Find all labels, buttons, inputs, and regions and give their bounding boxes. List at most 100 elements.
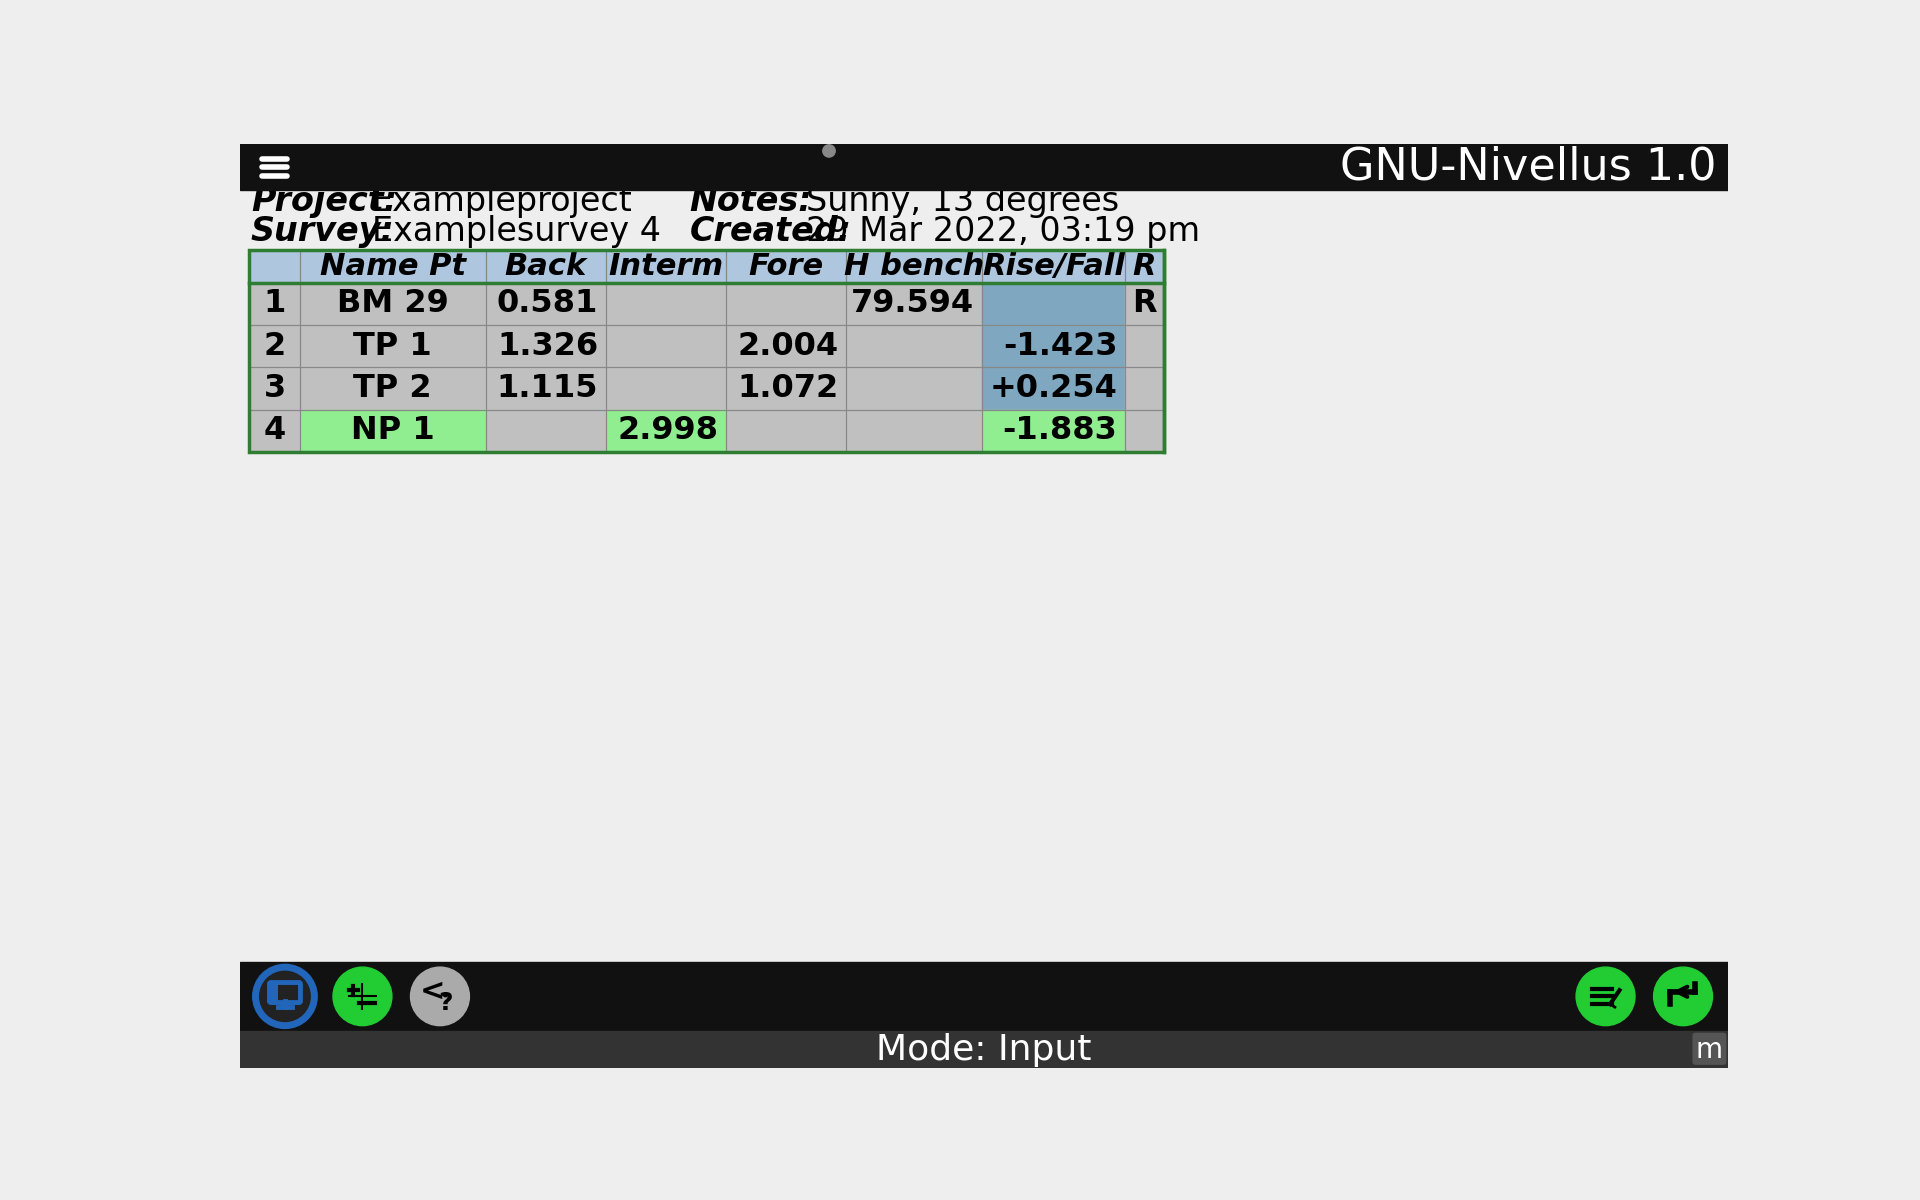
FancyBboxPatch shape: [1693, 1033, 1726, 1064]
Bar: [726, 251, 847, 282]
Bar: [300, 367, 486, 409]
Bar: [250, 325, 300, 367]
Text: -1.423: -1.423: [1002, 331, 1117, 361]
Bar: [486, 282, 607, 325]
Text: +0.254: +0.254: [989, 373, 1117, 404]
Text: 0.581: 0.581: [497, 288, 597, 319]
Bar: [486, 367, 607, 409]
Text: <: <: [419, 977, 445, 1007]
Text: Exampleproject: Exampleproject: [372, 185, 632, 218]
Bar: [847, 251, 981, 282]
Text: Created:: Created:: [689, 215, 851, 247]
Bar: [981, 409, 1125, 452]
Bar: [607, 367, 726, 409]
Bar: [300, 325, 486, 367]
Circle shape: [255, 967, 315, 1026]
Bar: [240, 961, 1728, 1031]
Bar: [1125, 367, 1164, 409]
Bar: [240, 1031, 1728, 1068]
Bar: [847, 367, 981, 409]
Bar: [486, 282, 607, 325]
Text: 1.115: 1.115: [497, 373, 597, 404]
Bar: [847, 282, 981, 325]
Bar: [240, 144, 1728, 190]
Bar: [250, 282, 300, 325]
Text: TP 2: TP 2: [353, 373, 432, 404]
Text: 2: 2: [263, 331, 286, 361]
Text: 2.998: 2.998: [616, 415, 718, 446]
Text: ?: ?: [438, 990, 453, 1014]
Text: Fore: Fore: [749, 252, 824, 281]
Bar: [981, 409, 1125, 452]
Bar: [607, 282, 726, 325]
Bar: [726, 251, 847, 282]
Bar: [250, 367, 300, 409]
Bar: [726, 325, 847, 367]
Text: Mode: Input: Mode: Input: [876, 1032, 1092, 1067]
Text: 4: 4: [263, 415, 286, 446]
Bar: [300, 325, 486, 367]
Bar: [250, 282, 300, 325]
Bar: [1125, 251, 1164, 282]
Bar: [1125, 409, 1164, 452]
Bar: [981, 367, 1125, 409]
Text: Rise/Fall: Rise/Fall: [981, 252, 1125, 281]
Text: m: m: [1695, 1036, 1722, 1063]
Bar: [981, 367, 1125, 409]
Bar: [981, 251, 1125, 282]
Bar: [726, 367, 847, 409]
Bar: [607, 367, 726, 409]
Bar: [1125, 282, 1164, 325]
Text: Survey:: Survey:: [252, 215, 396, 247]
Bar: [300, 409, 486, 452]
Text: -1.883: -1.883: [1002, 415, 1117, 446]
Bar: [250, 409, 300, 452]
Bar: [607, 325, 726, 367]
Text: Examplesurvey 4: Examplesurvey 4: [372, 215, 660, 247]
Bar: [486, 251, 607, 282]
Text: TP 1: TP 1: [353, 331, 432, 361]
Bar: [250, 409, 300, 452]
Text: 79.594: 79.594: [851, 288, 973, 319]
Bar: [981, 282, 1125, 325]
Bar: [250, 367, 300, 409]
Bar: [486, 325, 607, 367]
Bar: [847, 282, 981, 325]
Bar: [250, 251, 300, 282]
Bar: [981, 251, 1125, 282]
Bar: [726, 367, 847, 409]
Bar: [607, 282, 726, 325]
Text: 1.072: 1.072: [737, 373, 839, 404]
Bar: [486, 251, 607, 282]
Bar: [1125, 325, 1164, 367]
Bar: [300, 251, 486, 282]
Bar: [300, 367, 486, 409]
Circle shape: [824, 145, 835, 157]
Bar: [486, 367, 607, 409]
Bar: [607, 251, 726, 282]
Bar: [607, 409, 726, 452]
Bar: [486, 409, 607, 452]
Bar: [981, 325, 1125, 367]
Bar: [1125, 409, 1164, 452]
Text: H bench: H bench: [843, 252, 983, 281]
Text: R: R: [1133, 288, 1156, 319]
Bar: [726, 282, 847, 325]
Text: R: R: [1133, 252, 1156, 281]
Text: 2.004: 2.004: [737, 331, 839, 361]
Bar: [726, 325, 847, 367]
Text: GNU-Nivellus 1.0: GNU-Nivellus 1.0: [1340, 145, 1716, 188]
Text: Back: Back: [505, 252, 588, 281]
Bar: [300, 409, 486, 452]
Bar: [847, 367, 981, 409]
Bar: [726, 409, 847, 452]
Text: 3: 3: [263, 373, 286, 404]
Bar: [981, 325, 1125, 367]
Bar: [1125, 251, 1164, 282]
Bar: [486, 325, 607, 367]
Bar: [726, 282, 847, 325]
Text: NP 1: NP 1: [351, 415, 434, 446]
Bar: [486, 409, 607, 452]
Text: 29 Mar 2022, 03:19 pm: 29 Mar 2022, 03:19 pm: [806, 215, 1200, 247]
Bar: [1125, 325, 1164, 367]
